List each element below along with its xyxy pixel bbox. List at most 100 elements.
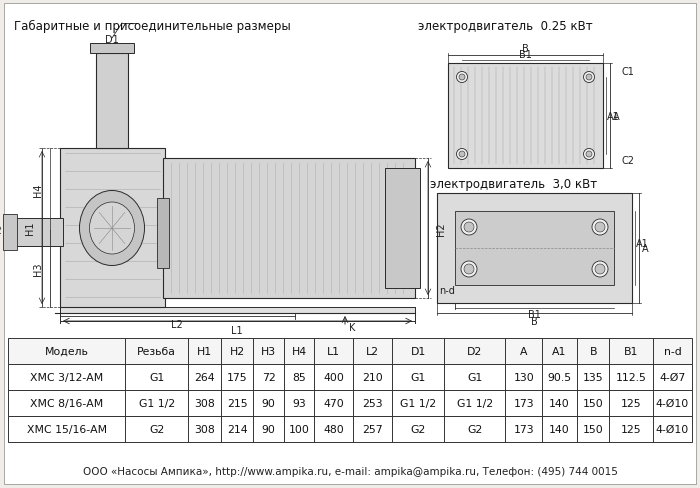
Text: 4-Ø10: 4-Ø10 xyxy=(656,398,689,408)
Text: 130: 130 xyxy=(513,372,534,382)
Text: n-d: n-d xyxy=(664,346,681,356)
Circle shape xyxy=(592,220,608,236)
Text: 4-Ø10: 4-Ø10 xyxy=(656,424,689,434)
Text: D2: D2 xyxy=(0,225,2,236)
Bar xyxy=(437,194,632,304)
Ellipse shape xyxy=(80,191,144,266)
Text: H4: H4 xyxy=(33,183,43,196)
Text: 150: 150 xyxy=(583,398,603,408)
Bar xyxy=(60,307,415,313)
Bar xyxy=(448,64,603,169)
Text: D1: D1 xyxy=(105,35,119,45)
Text: 308: 308 xyxy=(194,398,215,408)
Circle shape xyxy=(584,72,594,83)
Text: L1: L1 xyxy=(327,346,340,356)
Bar xyxy=(163,159,415,298)
Bar xyxy=(90,44,134,54)
Text: B1: B1 xyxy=(528,309,540,319)
Text: H2: H2 xyxy=(230,346,244,356)
Text: G1 1/2: G1 1/2 xyxy=(139,398,175,408)
Text: L2: L2 xyxy=(366,346,379,356)
Text: 93: 93 xyxy=(292,398,306,408)
Text: 125: 125 xyxy=(621,398,641,408)
Text: 135: 135 xyxy=(583,372,603,382)
Bar xyxy=(60,149,165,307)
Text: ХМС 3/12-АМ: ХМС 3/12-АМ xyxy=(30,372,104,382)
Text: 72: 72 xyxy=(262,372,275,382)
Text: A: A xyxy=(520,346,528,356)
Text: K: K xyxy=(349,323,356,332)
Text: A1: A1 xyxy=(607,112,620,122)
Text: 90: 90 xyxy=(262,424,276,434)
Text: H1: H1 xyxy=(197,346,212,356)
Text: 173: 173 xyxy=(513,424,534,434)
Text: 400: 400 xyxy=(323,372,344,382)
Text: A: A xyxy=(642,244,649,253)
Text: G2: G2 xyxy=(149,424,164,434)
Text: 215: 215 xyxy=(227,398,247,408)
Text: 173: 173 xyxy=(513,398,534,408)
Text: H1: H1 xyxy=(25,221,35,235)
Text: B1: B1 xyxy=(624,346,638,356)
Circle shape xyxy=(456,72,468,83)
Circle shape xyxy=(586,152,592,158)
Text: C2: C2 xyxy=(621,156,634,165)
Text: G2: G2 xyxy=(467,424,482,434)
Bar xyxy=(8,416,692,442)
Text: 100: 100 xyxy=(288,424,309,434)
Text: G1 1/2: G1 1/2 xyxy=(400,398,437,408)
Text: Габаритные и присоединительные размеры: Габаритные и присоединительные размеры xyxy=(14,20,290,33)
Text: L1: L1 xyxy=(231,325,243,335)
Text: 140: 140 xyxy=(550,398,570,408)
Text: H3: H3 xyxy=(33,262,43,276)
Text: G1: G1 xyxy=(467,372,482,382)
Bar xyxy=(455,212,614,285)
Text: H4: H4 xyxy=(291,346,307,356)
Bar xyxy=(8,390,692,416)
Circle shape xyxy=(595,223,605,232)
Text: A1: A1 xyxy=(552,346,567,356)
Circle shape xyxy=(464,223,474,232)
Text: G1: G1 xyxy=(149,372,164,382)
Text: 214: 214 xyxy=(227,424,247,434)
Text: B1: B1 xyxy=(519,50,531,60)
Circle shape xyxy=(586,75,592,81)
Bar xyxy=(8,364,692,390)
Text: G1 1/2: G1 1/2 xyxy=(457,398,493,408)
Text: A: A xyxy=(613,112,620,122)
Text: 253: 253 xyxy=(363,398,383,408)
Circle shape xyxy=(595,264,605,274)
Bar xyxy=(8,338,692,364)
Text: 150: 150 xyxy=(583,424,603,434)
Circle shape xyxy=(461,262,477,278)
Text: 4-Ø7: 4-Ø7 xyxy=(659,372,685,382)
Text: H2: H2 xyxy=(436,222,446,235)
Text: A1: A1 xyxy=(636,239,649,248)
Circle shape xyxy=(459,75,465,81)
Bar xyxy=(96,54,128,149)
Text: 480: 480 xyxy=(323,424,344,434)
Text: 308: 308 xyxy=(194,424,215,434)
Text: 112.5: 112.5 xyxy=(616,372,647,382)
Text: 90: 90 xyxy=(262,398,276,408)
Text: C1: C1 xyxy=(621,67,634,77)
Circle shape xyxy=(456,149,468,160)
Text: Модель: Модель xyxy=(45,346,89,356)
Text: n-d: n-d xyxy=(439,285,455,295)
Text: 125: 125 xyxy=(621,424,641,434)
Bar xyxy=(15,219,63,246)
Bar xyxy=(385,169,420,288)
Text: G1: G1 xyxy=(411,372,426,382)
Text: L2: L2 xyxy=(171,319,183,329)
Circle shape xyxy=(459,152,465,158)
Text: 210: 210 xyxy=(363,372,383,382)
Circle shape xyxy=(592,262,608,278)
Text: 264: 264 xyxy=(194,372,215,382)
Text: 140: 140 xyxy=(550,424,570,434)
Text: 257: 257 xyxy=(363,424,383,434)
Text: B: B xyxy=(589,346,597,356)
Text: 85: 85 xyxy=(292,372,306,382)
Text: электродвигатель  0.25 кВт: электродвигатель 0.25 кВт xyxy=(418,20,593,33)
Text: 175: 175 xyxy=(227,372,247,382)
Text: ХМС 8/16-АМ: ХМС 8/16-АМ xyxy=(30,398,104,408)
